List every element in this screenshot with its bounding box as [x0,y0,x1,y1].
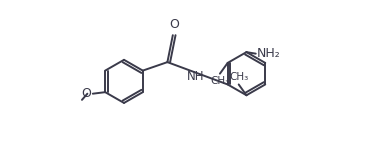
Text: CH₃: CH₃ [210,76,230,86]
Text: CH₃: CH₃ [229,72,248,82]
Text: NH: NH [187,70,205,83]
Text: O: O [81,87,91,100]
Text: O: O [169,18,179,31]
Text: NH₂: NH₂ [257,47,280,60]
